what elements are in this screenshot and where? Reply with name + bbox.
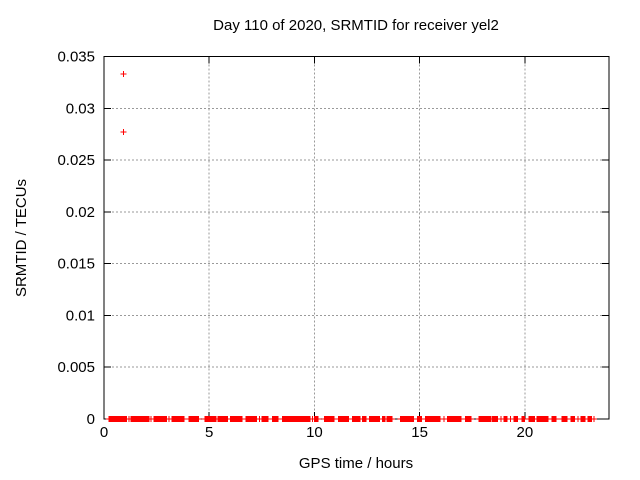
y-tick-label: 0.01	[66, 307, 95, 324]
tick-labels: 0 5 10 15 20 0 0.005 0.01 0.015 0.02 0.025 0.03 0.03…	[57, 49, 533, 442]
x-tick-label: 20	[516, 424, 533, 441]
series-SRMTID-markers	[106, 71, 597, 422]
y-tick-label: 0.005	[57, 359, 95, 376]
y-tick-label: 0.02	[66, 204, 95, 221]
x-tick-label: 15	[411, 424, 428, 441]
y-tick-label: 0.03	[66, 100, 95, 117]
x-tick-label: 0	[100, 424, 108, 441]
x-tick-label: 5	[205, 424, 213, 441]
chart-title: Day 110 of 2020, SRMTID for receiver yel…	[213, 17, 499, 34]
y-tick-label: 0.025	[57, 152, 95, 169]
x-tick-label: 10	[306, 424, 323, 441]
y-tick-label: 0.015	[57, 256, 95, 273]
y-tick-label: 0.035	[57, 49, 95, 66]
plot-border	[103, 56, 610, 420]
data-points	[106, 71, 597, 422]
y-axis-label: SRMTID / TECUs	[13, 179, 30, 297]
gridlines	[104, 56, 609, 419]
y-tick-label: 0	[87, 411, 95, 428]
x-axis-label: GPS time / hours	[299, 455, 413, 472]
axis-ticks	[103, 56, 609, 420]
